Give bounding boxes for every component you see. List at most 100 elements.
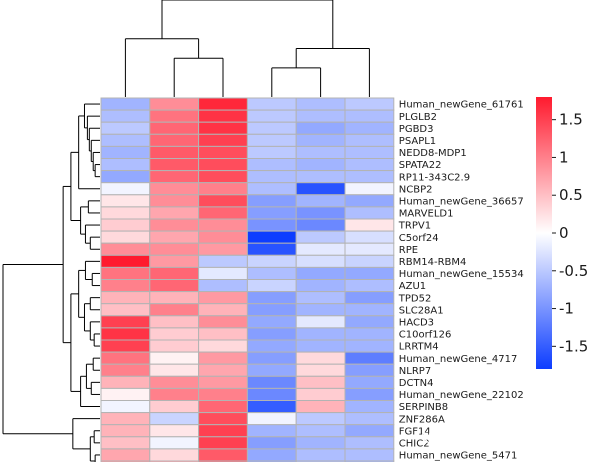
row-label: SLC28A1 <box>399 305 444 316</box>
heatmap-cell <box>149 158 200 172</box>
heatmap-cell <box>295 109 346 123</box>
heatmap-cell <box>100 363 151 377</box>
heatmap-cell <box>100 351 151 365</box>
heatmap-cell <box>344 279 395 293</box>
legend-tick-label: 0 <box>559 224 569 242</box>
heatmap-cell <box>149 97 200 111</box>
heatmap-cell <box>246 339 297 353</box>
heatmap-cell <box>246 412 297 426</box>
heatmap-cell <box>246 158 297 172</box>
heatmap-cell <box>246 145 297 159</box>
heatmap-cell <box>149 375 200 389</box>
heatmap-cell <box>100 387 151 401</box>
heatmap-cell <box>295 436 346 450</box>
heatmap-cell <box>344 158 395 172</box>
heatmap-cell <box>100 424 151 438</box>
heatmap-cell <box>246 351 297 365</box>
row-label: RP11-343C2.9 <box>399 172 470 183</box>
heatmap-cell <box>246 121 297 135</box>
row-label: TRPV1 <box>398 221 431 232</box>
heatmap-cell <box>246 436 297 450</box>
heatmap-cell <box>246 194 297 208</box>
row-label: NCBP2 <box>399 184 433 195</box>
heatmap-cell <box>149 339 200 353</box>
heatmap-cell <box>100 279 151 293</box>
heatmap-cell <box>100 254 151 268</box>
heatmap-cell <box>198 387 248 401</box>
heatmap-cell <box>149 303 200 317</box>
heatmap-cell <box>198 351 248 365</box>
heatmap-cell <box>246 133 297 147</box>
heatmap-cell <box>149 242 200 256</box>
row-label: C5orf24 <box>399 233 439 244</box>
heatmap-cell <box>246 97 297 111</box>
row-labels: Human_newGene_61761PLGLB2PGBD3PSAPL1NEDD… <box>398 100 524 462</box>
heatmap-cell <box>344 182 395 196</box>
heatmap-cell <box>344 448 395 462</box>
heatmap-cell <box>295 242 346 256</box>
heatmap-cell <box>100 109 151 123</box>
heatmap-cell <box>198 375 248 389</box>
heatmap-cell <box>344 230 395 244</box>
heatmap-cell <box>344 400 395 414</box>
row-label: Human_newGene_22102 <box>399 390 524 401</box>
heatmap-cell <box>198 97 248 111</box>
heatmap-cell <box>344 242 395 256</box>
heatmap-cell <box>149 424 200 438</box>
heatmap-cell <box>100 194 151 208</box>
heatmap-cells <box>100 97 395 462</box>
heatmap-cell <box>295 400 346 414</box>
heatmap-cell <box>246 242 297 256</box>
heatmap-cell <box>344 315 395 329</box>
heatmap-cell <box>246 387 297 401</box>
heatmap-cell <box>149 121 200 135</box>
heatmap-cell <box>295 170 346 184</box>
heatmap-cell <box>295 363 346 377</box>
row-label: RBM14-RBM4 <box>399 257 467 268</box>
heatmap-cell <box>295 145 346 159</box>
heatmap-cell <box>246 303 297 317</box>
heatmap-cell <box>100 400 151 414</box>
heatmap-cell <box>149 230 200 244</box>
heatmap-cell <box>295 97 346 111</box>
row-label: NEDD8-MDP1 <box>399 148 467 159</box>
heatmap-cell <box>344 170 395 184</box>
row-label: Human_newGene_36657 <box>399 196 524 207</box>
row-label: LRRTM4 <box>399 342 439 353</box>
heatmap-cell <box>149 145 200 159</box>
heatmap-cell <box>344 218 395 232</box>
heatmap-cell <box>344 339 395 353</box>
heatmap-cell <box>100 242 151 256</box>
watermark-text: 知乎 @事事聊科研 <box>421 429 546 447</box>
heatmap-cell <box>198 145 248 159</box>
heatmap-cell <box>198 279 248 293</box>
heatmap-cell <box>246 230 297 244</box>
heatmap-cell <box>344 266 395 280</box>
legend-tick-label: 1.5 <box>559 111 583 129</box>
heatmap-cell <box>149 327 200 341</box>
heatmap-cell <box>198 400 248 414</box>
row-label: C10orf126 <box>399 330 452 341</box>
heatmap-cell <box>246 279 297 293</box>
heatmap-cell <box>149 266 200 280</box>
heatmap-cell <box>295 121 346 135</box>
heatmap-cell <box>198 424 248 438</box>
heatmap-cell <box>149 170 200 184</box>
heatmap-cell <box>100 412 151 426</box>
heatmap-cell <box>246 363 297 377</box>
heatmap-cell <box>198 182 248 196</box>
color-legend: 1.5 1 0.5 0 -0.5 -1 -1.5 <box>536 97 588 369</box>
heatmap-cell <box>295 351 346 365</box>
heatmap-cell <box>198 315 248 329</box>
heatmap-cell <box>246 109 297 123</box>
heatmap-cell <box>344 133 395 147</box>
heatmap-cell <box>295 339 346 353</box>
heatmap-cell <box>295 303 346 317</box>
row-label: RPE <box>399 245 418 256</box>
heatmap-cell <box>198 158 248 172</box>
heatmap-cell <box>198 363 248 377</box>
heatmap-cell <box>295 182 346 196</box>
row-label: Human_newGene_4717 <box>399 354 518 365</box>
heatmap-cell <box>198 206 248 220</box>
heatmap-cell <box>344 97 395 111</box>
